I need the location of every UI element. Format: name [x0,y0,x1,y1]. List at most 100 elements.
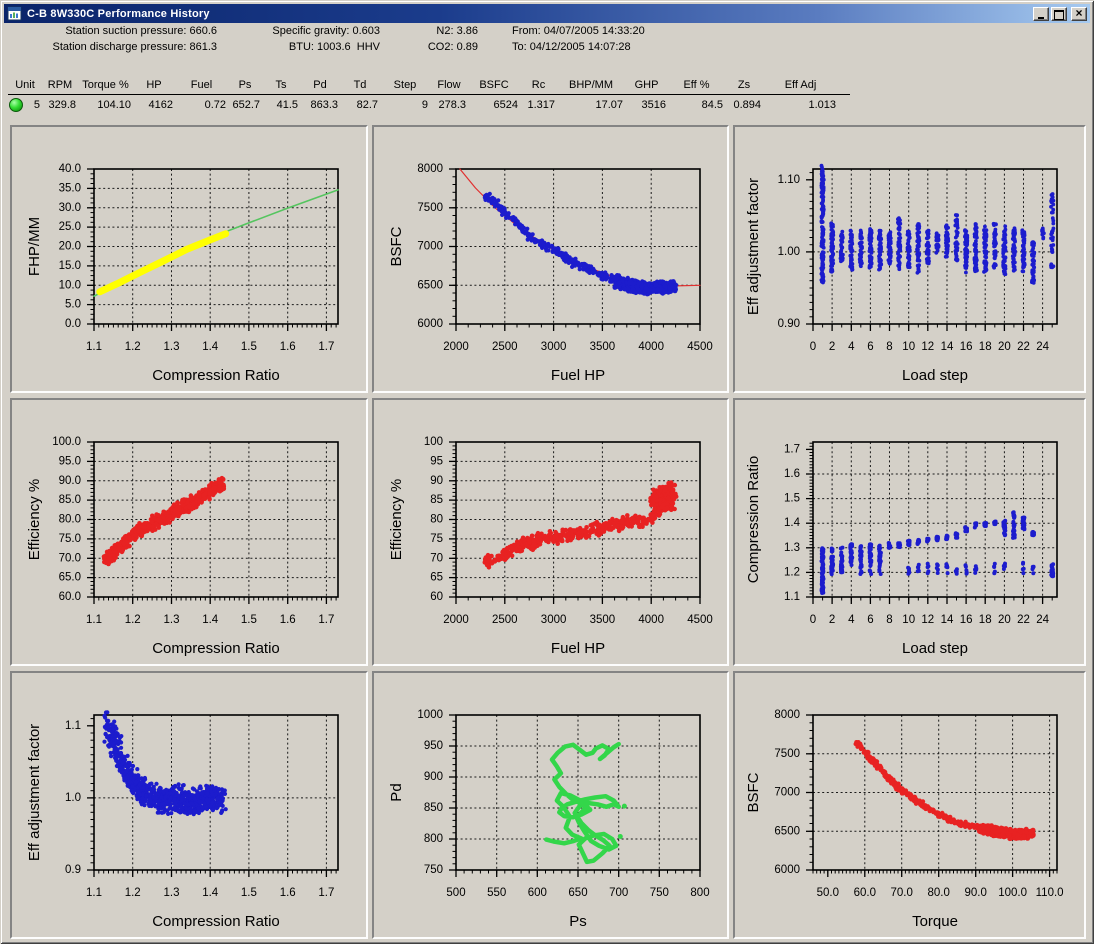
col-header-pd: Pd [313,79,327,91]
col-header-bsfc: BSFC [479,79,509,91]
station-header: Station suction pressure: 660.6 Station d… [0,23,1094,63]
svg-text:1.4: 1.4 [202,341,219,353]
col-header-rc: Rc [531,79,546,91]
svg-text:65: 65 [430,572,443,584]
cell-eff: 84.5 [701,99,723,111]
svg-text:18: 18 [979,614,992,626]
chart-panel-compression-ratio-vs-load-step: 0 2 4 6 8 10 12 14 16 18 20 22 24 1.1 1.2 1.3 1.4 1.5 1.6 1… [733,398,1086,666]
col-header-flow: Flow [437,79,461,91]
svg-text:2: 2 [829,614,835,626]
svg-text:80.0: 80.0 [59,514,81,526]
svg-text:1.3: 1.3 [784,542,800,554]
close-icon: × [1075,6,1083,20]
svg-text:1.4: 1.4 [202,614,219,626]
svg-text:0.9: 0.9 [65,864,81,876]
svg-text:1.2: 1.2 [125,341,141,353]
svg-text:4: 4 [848,341,855,353]
svg-text:8: 8 [886,614,892,626]
svg-text:10: 10 [902,341,915,353]
cell-step: 9 [421,99,428,111]
cell-bhp-mm: 17.07 [595,99,623,111]
svg-text:1.7: 1.7 [318,887,334,899]
svg-text:2: 2 [829,341,835,353]
svg-text:16: 16 [960,614,973,626]
svg-text:0: 0 [810,341,816,353]
svg-text:2500: 2500 [492,614,518,626]
col-header-ps: Ps [238,79,252,91]
svg-text:70: 70 [430,552,443,564]
minimize-icon [1038,16,1044,19]
maximize-button[interactable] [1051,6,1067,21]
header-field: BTU: 1003.6 HHV [288,41,380,53]
cell-torque: 104.10 [97,99,131,111]
col-header-ts: Ts [275,79,287,91]
svg-text:12: 12 [921,341,934,353]
svg-text:1.7: 1.7 [318,614,334,626]
col-header-zs: Zs [737,79,751,91]
header-field: Specific gravity: 0.603 [272,25,380,37]
cell-eff-adj: 1.013 [808,99,836,111]
cell-pd: 863.3 [310,99,338,111]
svg-text:85.0: 85.0 [59,494,81,506]
cell-flow: 278.3 [438,99,466,111]
title-bar[interactable]: C-B 8W330C Performance History × [4,4,1090,23]
col-header-eff: Eff % [683,79,710,91]
col-header-fuel: Fuel [190,79,213,91]
svg-text:22: 22 [1017,614,1030,626]
cell-fuel: 0.72 [204,99,226,111]
svg-text:1.2: 1.2 [125,887,141,899]
col-header-step: Step [393,79,417,91]
svg-text:BSFC: BSFC [388,226,405,266]
svg-text:6: 6 [867,614,873,626]
close-button[interactable]: × [1071,6,1087,21]
svg-text:7500: 7500 [417,202,443,214]
svg-text:Compression Ratio: Compression Ratio [152,640,280,657]
cell-td: 82.7 [356,99,378,111]
table-row[interactable]: 5 329.8 104.10 4162 0.72 652.7 41.5 863.3 82.7 9 2… [8,98,868,112]
svg-text:1.6: 1.6 [280,341,296,353]
svg-text:16: 16 [960,341,973,353]
svg-text:1.5: 1.5 [241,887,257,899]
svg-text:85: 85 [430,494,443,506]
svg-text:0: 0 [810,614,816,626]
svg-text:10.0: 10.0 [59,279,81,291]
svg-text:0.0: 0.0 [65,318,81,330]
svg-text:6500: 6500 [417,279,443,291]
svg-text:1.6: 1.6 [784,468,800,480]
cell-ts: 41.5 [276,99,298,111]
cell-rpm: 329.8 [48,99,76,111]
cell-zs: 0.894 [733,99,761,111]
header-field: Station discharge pressure: 861.3 [52,41,218,53]
svg-text:20: 20 [998,341,1011,353]
svg-text:Load step: Load step [902,640,968,657]
svg-text:5.0: 5.0 [65,299,81,311]
svg-text:22: 22 [1017,341,1030,353]
svg-text:1.6: 1.6 [280,614,296,626]
svg-text:20.0: 20.0 [59,241,81,253]
minimize-button[interactable] [1033,6,1049,21]
col-header-eff-adj: Eff Adj [784,79,817,91]
svg-text:100: 100 [424,436,443,448]
svg-text:25.0: 25.0 [59,221,81,233]
svg-text:14: 14 [941,341,954,353]
header-field: N2: 3.86 [436,25,478,37]
svg-text:15.0: 15.0 [59,260,81,272]
svg-text:1.7: 1.7 [784,443,800,455]
svg-text:1.5: 1.5 [241,341,257,353]
svg-text:1.1: 1.1 [65,720,81,732]
svg-text:100.0: 100.0 [52,436,81,448]
svg-text:3000: 3000 [541,341,567,353]
svg-text:1.3: 1.3 [164,341,180,353]
header-group-4: From: 04/07/2005 14:33:20 To: 04/12/2005 … [512,23,792,55]
svg-text:4000: 4000 [638,341,664,353]
chart-panel-bsfc-vs-fuel-hp: 2000 2500 3000 3500 4000 4500 6000 6500 7000 7500… [372,125,729,393]
chart-panel-efficiency-vs-fuel-hp: 2000 2500 3000 3500 4000 4500 60 65 70 75 80 85 90 95… [372,398,729,666]
svg-text:95.0: 95.0 [59,455,81,467]
header-field: CO2: 0.89 [427,41,478,53]
svg-text:14: 14 [941,614,954,626]
svg-text:6000: 6000 [417,318,443,330]
svg-text:1.10: 1.10 [778,174,800,186]
svg-text:1.5: 1.5 [784,493,800,505]
col-header-unit: Unit [15,79,35,91]
